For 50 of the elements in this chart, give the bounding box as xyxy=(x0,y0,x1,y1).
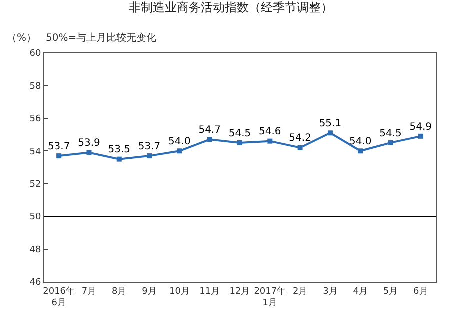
point xyxy=(177,148,182,154)
x-tick-label: 10月 xyxy=(169,286,190,297)
x-tick-label: 2月 xyxy=(292,286,308,297)
x-tick-label: 7月 xyxy=(82,286,97,297)
x-tick-label: 5月 xyxy=(383,286,398,297)
y-tick-label: 56 xyxy=(30,114,42,125)
y-tick-label: 60 xyxy=(30,49,42,60)
text: 55.1 xyxy=(319,118,342,130)
text: 54.5 xyxy=(380,128,402,140)
x-tick-label: 11月 xyxy=(200,286,220,297)
x-tick-label: 6月 xyxy=(414,286,428,297)
point xyxy=(358,148,364,154)
text: 53.7 xyxy=(138,141,161,152)
point xyxy=(86,150,92,156)
point xyxy=(56,154,62,159)
text: 54.7 xyxy=(198,125,221,136)
point xyxy=(147,154,152,159)
x-tick-label: 12月 xyxy=(230,286,250,297)
y-axis-title: （%） xyxy=(7,33,37,44)
point xyxy=(418,134,424,139)
text: 50%=与上月比较无变化 xyxy=(46,32,157,44)
y-tick-label: 48 xyxy=(30,245,42,256)
point xyxy=(207,137,212,142)
y-tick-label: 46 xyxy=(30,278,42,288)
x-tick-label: 4月 xyxy=(353,286,368,297)
text: 53.9 xyxy=(78,138,100,150)
point xyxy=(388,140,394,146)
text: 53.5 xyxy=(108,144,131,156)
text: 53.7 xyxy=(48,141,70,152)
text: 54.0 xyxy=(168,136,191,148)
point xyxy=(116,156,122,162)
y-tick-label: 50 xyxy=(30,212,42,223)
point xyxy=(238,140,242,146)
y-tick-label: 54 xyxy=(30,147,42,158)
point xyxy=(268,138,273,144)
y-tick-label: 58 xyxy=(30,82,42,92)
x-tick-label: 9月 xyxy=(142,286,157,297)
y-tick-label: 52 xyxy=(30,180,42,190)
point xyxy=(298,145,303,150)
chart-title: 非制造业商务活动指数（经季节调整） xyxy=(129,0,333,15)
x-tick-label: 2016年 6月 xyxy=(43,286,76,308)
text: 54.2 xyxy=(289,133,312,144)
text: 54.5 xyxy=(228,128,252,140)
x-tick-label: 8月 xyxy=(112,286,127,297)
x-tick-label: 2017年 1月 xyxy=(254,286,286,308)
text: 54.9 xyxy=(410,122,432,133)
text: 54.6 xyxy=(259,126,282,138)
point xyxy=(328,130,333,136)
x-tick-label: 3月 xyxy=(323,286,338,297)
text: 54.0 xyxy=(349,136,372,148)
